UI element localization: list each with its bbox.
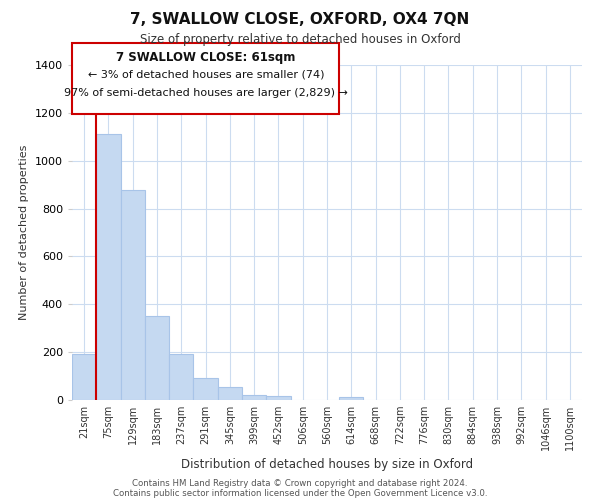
Bar [96,134,121,400]
Bar [218,387,242,400]
FancyBboxPatch shape [73,44,339,114]
X-axis label: Distribution of detached houses by size in Oxford: Distribution of detached houses by size … [181,458,473,471]
Bar [339,397,364,400]
Bar [145,316,169,400]
Y-axis label: Number of detached properties: Number of detached properties [19,145,29,320]
Bar [266,396,290,400]
Text: Contains HM Land Registry data © Crown copyright and database right 2024.: Contains HM Land Registry data © Crown c… [132,478,468,488]
Text: 7, SWALLOW CLOSE, OXFORD, OX4 7QN: 7, SWALLOW CLOSE, OXFORD, OX4 7QN [130,12,470,28]
Bar [242,395,266,400]
Text: 97% of semi-detached houses are larger (2,829) →: 97% of semi-detached houses are larger (… [64,88,348,98]
Bar [72,354,96,400]
Text: Contains public sector information licensed under the Open Government Licence v3: Contains public sector information licen… [113,488,487,498]
Bar [169,354,193,400]
Text: ← 3% of detached houses are smaller (74): ← 3% of detached houses are smaller (74) [88,70,324,80]
Bar [193,378,218,400]
Text: Size of property relative to detached houses in Oxford: Size of property relative to detached ho… [140,32,460,46]
Text: 7 SWALLOW CLOSE: 61sqm: 7 SWALLOW CLOSE: 61sqm [116,52,296,64]
Bar [121,190,145,400]
